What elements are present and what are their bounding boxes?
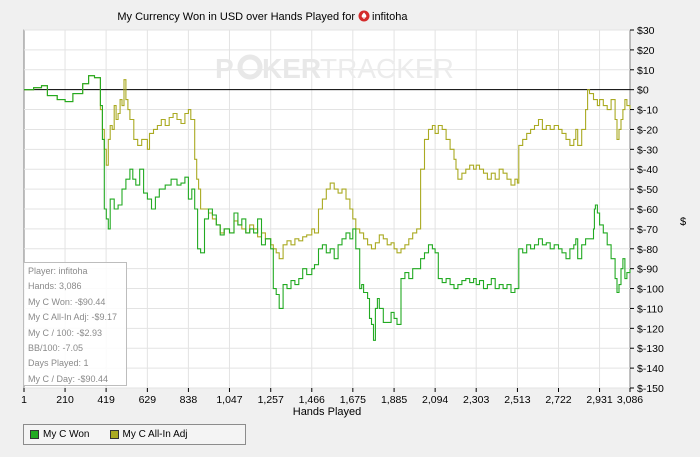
y-tick-label: $-40: [637, 164, 658, 176]
y-tick-label: $-110: [637, 303, 663, 315]
y-tick-label: $20: [637, 45, 655, 57]
stat-per100: My C / 100: -$2.93: [28, 327, 103, 338]
legend: My C Won My C All-In Adj: [23, 424, 246, 445]
y-tick-label: $30: [637, 25, 655, 37]
y-tick-label: $-30: [637, 144, 658, 156]
x-tick-label: 419: [97, 394, 115, 406]
x-tick-label: 1,885: [381, 394, 407, 406]
stats-panel: Player: infitoha Hands: 3,086 My C Won: …: [23, 262, 127, 386]
x-axis-title: Hands Played: [293, 406, 362, 418]
y-tick-label: $-60: [637, 204, 658, 216]
x-tick-label: 2,094: [422, 394, 448, 406]
x-tick-label: 210: [56, 394, 74, 406]
x-tick-label: 1,675: [340, 394, 366, 406]
x-tick-label: 2,722: [545, 394, 571, 406]
legend-swatch-allin: [109, 430, 119, 439]
x-tick-label: 1,047: [216, 394, 242, 406]
stat-bb100: BB/100: -7.05: [28, 342, 84, 353]
legend-item-allin[interactable]: My C All-In Adj: [109, 429, 188, 440]
stat-hands: Hands: 3,086: [28, 281, 82, 292]
x-tick-label: 2,931: [586, 394, 612, 406]
y-axis-title: $: [680, 216, 686, 228]
watermark-text-3: TRACKER: [320, 53, 454, 84]
legend-label-won: My C Won: [43, 429, 90, 440]
y-tick-label: $-150: [637, 383, 664, 395]
y-tick-label: $-20: [637, 124, 658, 136]
x-axis-ticks: 1 210 419 629 838 1,047 1,257 1,466 1,675 1,885 2,…: [21, 388, 643, 406]
x-tick-label: 838: [180, 394, 198, 406]
y-tick-label: $-140: [637, 363, 664, 375]
legend-label-allin: My C All-In Adj: [122, 429, 188, 440]
chart-title: My Currency Won in USD over Hands Played…: [117, 11, 355, 23]
y-tick-label: $-70: [637, 224, 658, 236]
y-tick-label: $-10: [637, 105, 658, 117]
y-tick-label: $-90: [637, 264, 658, 276]
legend-item-won[interactable]: My C Won: [30, 429, 90, 440]
series-layer: [24, 75, 631, 341]
stat-days: Days Played: 1: [28, 358, 89, 369]
stat-perday: My C / Day: -$90.44: [28, 373, 109, 384]
x-tick-label: 1,466: [299, 394, 325, 406]
stat-player: Player: infitoha: [28, 266, 88, 276]
y-tick-label: $-100: [637, 284, 664, 296]
y-tick-label: $10: [637, 65, 655, 77]
x-tick-label: 2,303: [463, 394, 489, 406]
y-tick-label: $-120: [637, 323, 664, 335]
x-tick-label: 629: [139, 394, 157, 406]
series-line-my-c-all-in-adj: [24, 75, 631, 260]
chart-title-player: infitoha: [372, 11, 408, 23]
legend-swatch-won: [30, 430, 39, 439]
spade-icon: [358, 10, 370, 22]
x-tick-label: 1: [21, 394, 27, 406]
watermark-text-1: P: [215, 53, 234, 84]
watermark-text-2: KER: [262, 53, 321, 84]
y-tick-label: $0: [637, 85, 649, 97]
y-tick-label: $-80: [637, 244, 658, 256]
pokertracker-watermark: P KER TRACKER: [215, 53, 454, 84]
x-tick-label: 1,257: [258, 394, 284, 406]
x-tick-label: 3,086: [617, 394, 643, 406]
watermark-chip-icon: [237, 54, 263, 80]
y-tick-label: $-130: [637, 343, 664, 355]
stat-allin: My C All-In Adj: -$9.17: [28, 312, 118, 323]
y-axis-ticks: $30 $20 $10 $0 $-10 $-20 $-30 $-40 $-50 $-60 $-70 $…: [630, 25, 664, 395]
x-tick-label: 2,513: [504, 394, 530, 406]
series-line-my-c-won: [24, 75, 631, 341]
stat-won: My C Won: -$90.44: [28, 296, 106, 307]
y-tick-label: $-50: [637, 184, 658, 196]
